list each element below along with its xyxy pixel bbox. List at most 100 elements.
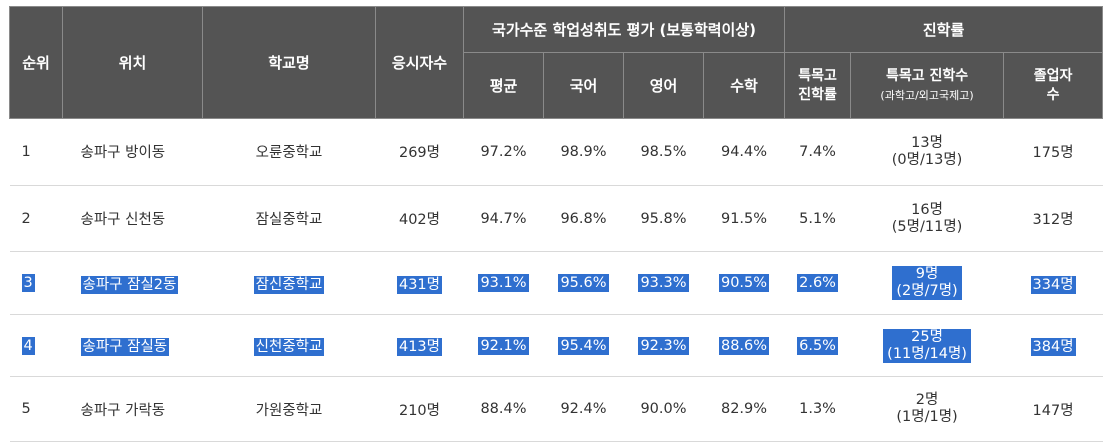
header-location: 위치: [62, 6, 203, 119]
cell-korean-text: 96.8%: [560, 210, 607, 227]
cell-avg: 92.1%: [463, 314, 544, 378]
header-school: 학교명: [202, 6, 376, 119]
cell-takers: 210명: [375, 376, 464, 442]
cell-special-count: 13명 (0명/13명): [850, 118, 1004, 186]
cell-avg-text: 92.1%: [478, 336, 529, 355]
special-count-detail: (1명/1명): [896, 409, 958, 426]
cell-special-count-text: 25명 (11명/14명): [883, 328, 971, 363]
header-rank: 순위: [9, 6, 63, 119]
school-ranking-table: 순위 위치 학교명 응시자수 국가수준 학업성취도 평가 (보통학력이상) 진학…: [9, 6, 1104, 442]
cell-takers: 402명: [375, 185, 464, 253]
header-graduates-line2: 수: [1046, 86, 1060, 103]
cell-location: 송파구 가락동: [62, 376, 203, 442]
cell-special-rate: 6.5%: [784, 314, 851, 378]
cell-special-rate-text: 6.5%: [797, 336, 838, 355]
cell-avg: 93.1%: [463, 251, 544, 315]
cell-rank: 4: [9, 314, 63, 378]
cell-avg: 88.4%: [463, 376, 544, 442]
cell-special-rate: 5.1%: [784, 185, 851, 253]
cell-special-count: 16명 (5명/11명): [850, 185, 1004, 253]
cell-location: 송파구 잠실2동: [62, 251, 203, 315]
cell-special-count-text: 16명 (5명/11명): [892, 202, 963, 236]
header-national-assessment: 국가수준 학업성취도 평가 (보통학력이상): [462, 6, 786, 53]
header-english: 영어: [623, 52, 704, 119]
header-average: 평균: [463, 52, 544, 119]
header-advancement: 진학률: [784, 6, 1104, 53]
cell-takers-text: 210명: [398, 402, 441, 419]
header-special-count: 특목고 진학수 (과학고/외고국제고): [850, 52, 1005, 119]
cell-school-text: 오륜중학교: [255, 145, 323, 162]
cell-takers-text: 402명: [398, 212, 441, 228]
cell-avg-text: 94.7%: [480, 210, 527, 227]
cell-english: 92.3%: [623, 314, 704, 378]
cell-english: 95.8%: [623, 185, 704, 253]
cell-school-text: 가원중학교: [255, 402, 323, 419]
special-count-detail: (11명/14명): [887, 345, 967, 362]
special-count-detail: (0명/13명): [891, 151, 963, 168]
cell-math-text: 91.5%: [720, 210, 768, 227]
cell-special-rate: 1.3%: [784, 376, 851, 442]
cell-rank-text: 4: [21, 336, 35, 355]
cell-location-text: 송파구 잠실2동: [80, 275, 179, 294]
cell-rank-text: 3: [21, 274, 35, 293]
special-count-detail: (5명/11명): [891, 218, 963, 235]
cell-avg: 97.2%: [463, 118, 544, 186]
cell-special-count: 2명 (1명/1명): [850, 376, 1004, 442]
cell-location: 송파구 방이동: [62, 118, 203, 186]
cell-korean: 92.4%: [543, 376, 624, 442]
cell-school: 오륜중학교: [202, 118, 376, 186]
cell-avg-text: 88.4%: [480, 401, 527, 418]
cell-math: 91.5%: [703, 185, 785, 253]
cell-special-rate: 7.4%: [784, 118, 851, 186]
cell-rank-text: 2: [21, 210, 31, 227]
cell-math: 82.9%: [703, 376, 785, 442]
cell-school-text: 잠실중학교: [255, 212, 323, 228]
cell-rank: 5: [9, 376, 63, 442]
table-row[interactable]: 4 송파구 잠실동 신천중학교 413명 92.1% 95.4% 92.3% 88.6% 6.5…: [9, 314, 1103, 378]
cell-special-count: 9명 (2명/7명): [850, 251, 1004, 315]
cell-math: 88.6%: [703, 314, 785, 378]
cell-school: 잠신중학교: [202, 251, 376, 315]
header-special-rate: 특목고 진학률: [784, 52, 852, 119]
cell-korean-text: 95.6%: [558, 274, 609, 293]
cell-special-count: 25명 (11명/14명): [850, 314, 1004, 378]
cell-korean-text: 98.9%: [560, 143, 607, 160]
cell-takers: 431명: [375, 251, 464, 315]
cell-school-text: 잠신중학교: [253, 275, 325, 294]
cell-rank: 2: [9, 185, 63, 253]
cell-english-text: 92.3%: [638, 336, 689, 355]
cell-rank: 3: [9, 251, 63, 315]
cell-avg: 94.7%: [463, 185, 544, 253]
cell-avg-text: 93.1%: [478, 274, 529, 293]
cell-school: 신천중학교: [202, 314, 376, 378]
cell-math: 90.5%: [703, 251, 785, 315]
cell-english-text: 95.8%: [640, 210, 687, 227]
cell-graduates: 312명: [1003, 185, 1103, 253]
cell-takers-text: 431명: [396, 275, 443, 294]
header-graduates-line1: 졸업자: [1033, 67, 1073, 84]
cell-takers-text: 269명: [398, 145, 441, 162]
cell-korean: 96.8%: [543, 185, 624, 253]
cell-english-text: 98.5%: [640, 143, 687, 160]
cell-rank-text: 1: [21, 143, 31, 160]
table-row[interactable]: 5 송파구 가락동 가원중학교 210명 88.4% 92.4% 90.0% 82.9% 1.3…: [9, 376, 1103, 442]
table-row[interactable]: 2 송파구 신천동 잠실중학교 402명 94.7% 96.8% 95.8% 91.5% 5.1…: [9, 185, 1103, 253]
cell-math-text: 82.9%: [720, 401, 768, 418]
header-special-count-note: (과학고/외고국제고): [880, 88, 974, 102]
cell-english: 98.5%: [623, 118, 704, 186]
table-row[interactable]: 3 송파구 잠실2동 잠신중학교 431명 93.1% 95.6% 93.3% 90.5% 2.…: [9, 251, 1103, 315]
cell-math: 94.4%: [703, 118, 785, 186]
table-row[interactable]: 1 송파구 방이동 오륜중학교 269명 97.2% 98.9% 98.5% 94.4% 7.4…: [9, 118, 1103, 186]
cell-special-rate-text: 2.6%: [797, 274, 838, 293]
special-count-total: 9명: [915, 266, 939, 283]
cell-english: 90.0%: [623, 376, 704, 442]
cell-graduates: 147명: [1003, 376, 1103, 442]
cell-math-text: 88.6%: [718, 336, 770, 355]
cell-korean-text: 95.4%: [558, 336, 609, 355]
cell-special-count-text: 9명 (2명/7명): [892, 266, 962, 301]
header-special-rate-line2: 진학률: [798, 86, 837, 103]
cell-math-text: 94.4%: [720, 143, 768, 160]
header-korean: 국어: [543, 52, 624, 119]
cell-takers: 269명: [375, 118, 464, 186]
special-count-total: 16명: [911, 201, 943, 218]
